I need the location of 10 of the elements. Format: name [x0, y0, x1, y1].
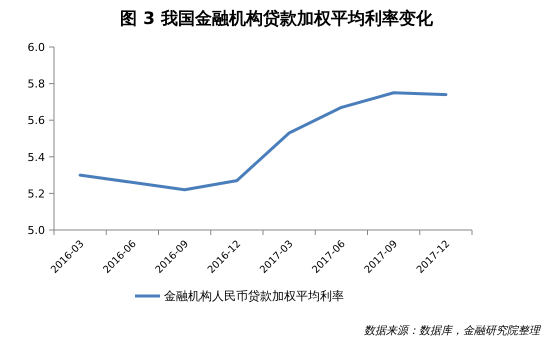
y-tick-label: 5.8 — [28, 78, 45, 91]
y-tick-label: 5.0 — [28, 224, 45, 237]
chart-title: 图 3 我国金融机构贷款加权平均利率变化 — [120, 9, 434, 29]
line-series — [78, 91, 448, 192]
legend-label: 金融机构人民币贷款加权平均利率 — [164, 289, 344, 303]
source-note: 数据来源：数据库，金融研究院整理 — [364, 324, 542, 337]
y-tick-label: 5.6 — [28, 114, 45, 128]
y-tick-label: 5.2 — [28, 187, 45, 200]
y-tick-label: 5.4 — [28, 150, 45, 164]
y-tick-label: 6.0 — [28, 41, 45, 54]
